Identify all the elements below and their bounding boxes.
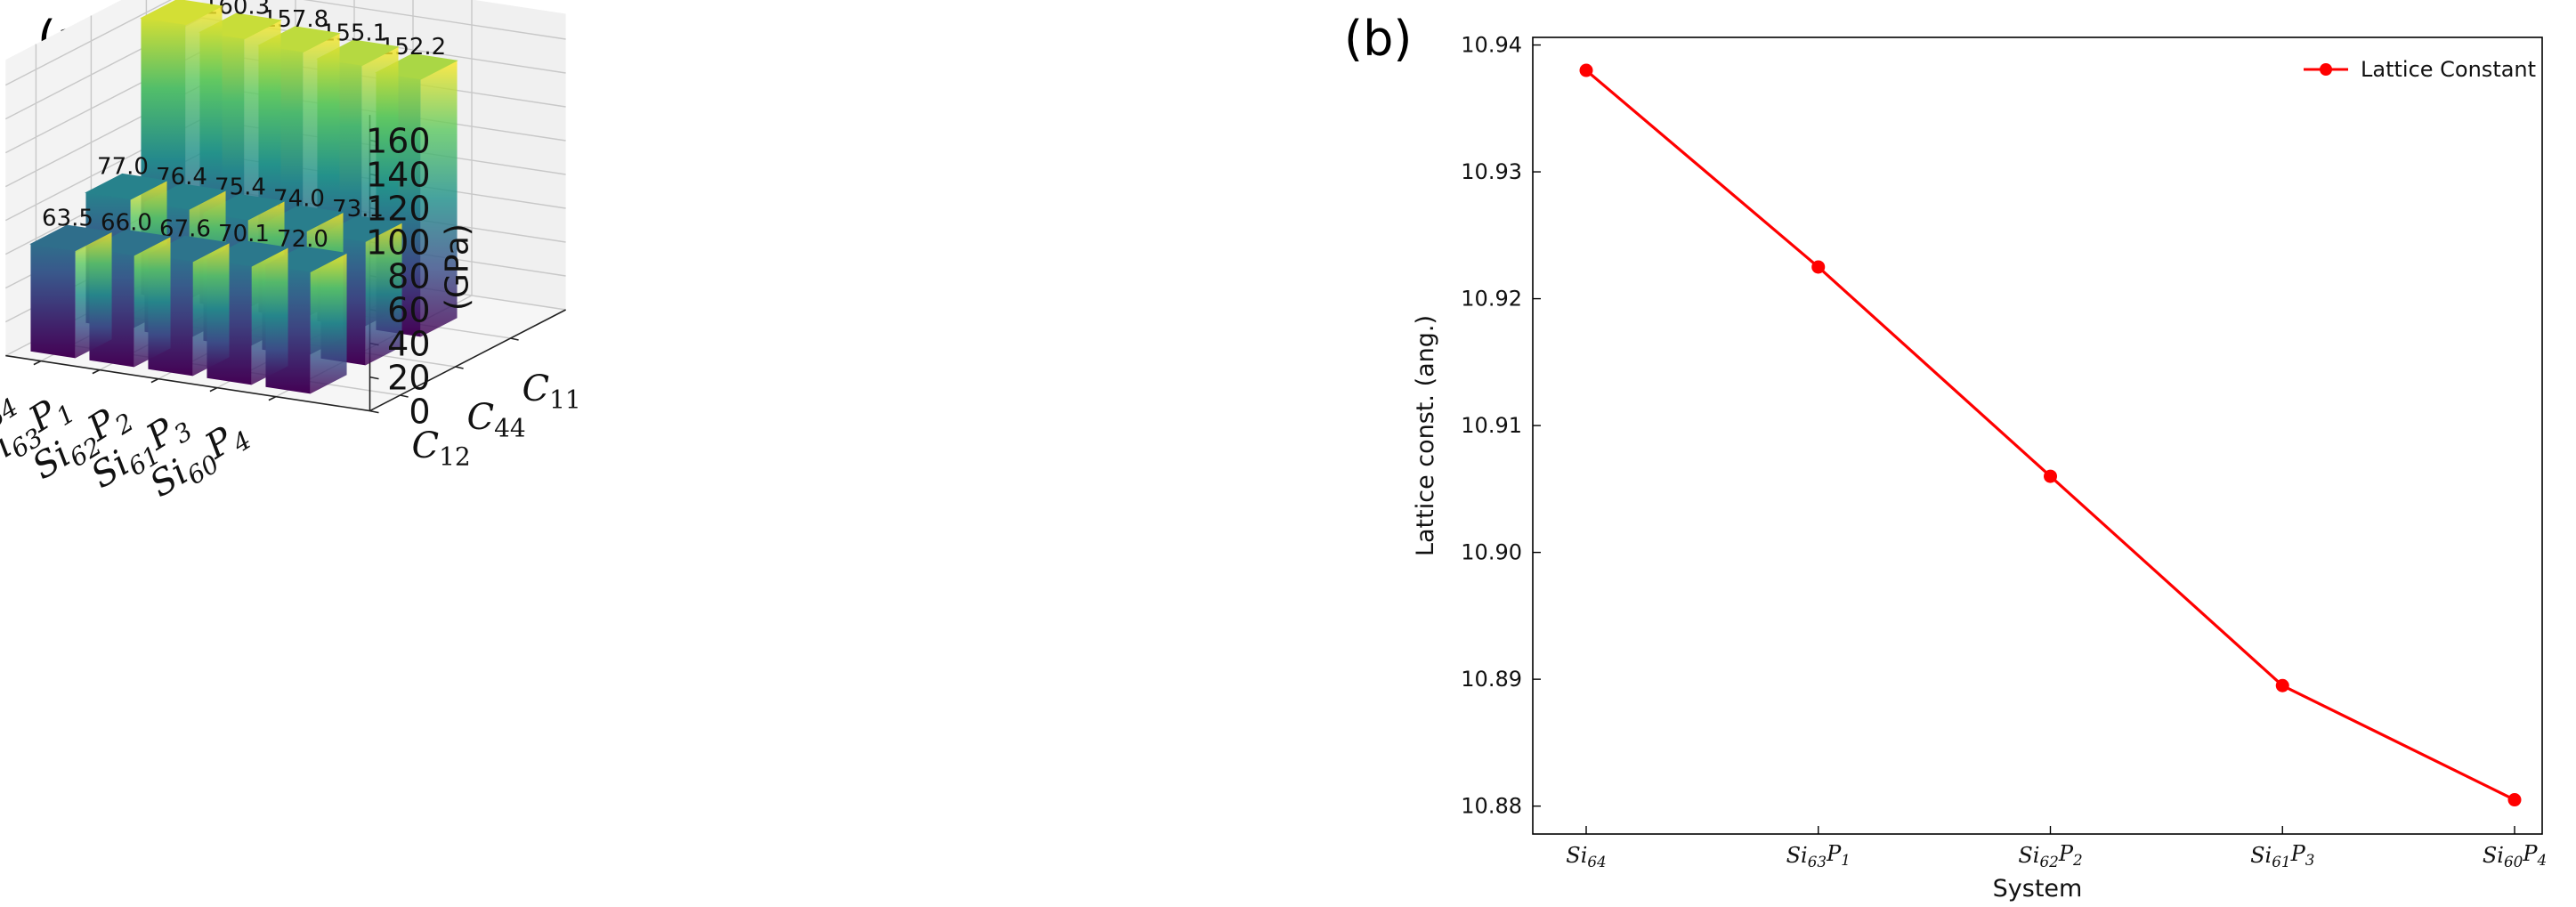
row-tick-mark xyxy=(455,366,464,369)
row-tick-label-C11: C11 xyxy=(522,368,580,414)
bar-side-face xyxy=(251,247,288,385)
line-axis-ticks: 10.88 10.89 10.90 10.91 10.92 10.93 10.94 Si64 S… xyxy=(1461,33,2547,871)
category-tick-mark xyxy=(150,377,159,384)
x-tick-label-Si60P4: Si60P4 xyxy=(2483,841,2547,871)
panel-b-label: (b) xyxy=(1344,11,1412,67)
bar-side-face xyxy=(134,236,171,368)
z-gridline xyxy=(4,0,566,86)
x-tick-label-Si63P1: Si63P1 xyxy=(1786,841,1851,871)
category-tick-mark xyxy=(209,386,218,393)
row-tick-mark xyxy=(400,394,409,398)
z-axis-label: (GPa) xyxy=(440,223,476,311)
z-tick-label: 20 xyxy=(387,359,430,398)
y-tick-label: 10.94 xyxy=(1461,33,1522,58)
bar-value-label: 77.0 xyxy=(97,154,149,181)
bar-value-label: 63.5 xyxy=(42,205,93,231)
y-tick-label: 10.91 xyxy=(1461,413,1522,438)
x-axis-label: System xyxy=(1993,875,2083,903)
z-tick-label: 140 xyxy=(366,156,431,195)
bar3d-chart: 152.2155.1157.8160.3163.473.174.075.476.… xyxy=(0,0,581,506)
row-tick-mark xyxy=(510,337,519,341)
bar3d-bars: 152.2155.1157.8160.3163.473.174.075.476.… xyxy=(29,0,458,394)
bar-side-face xyxy=(420,61,458,337)
bar-front-face xyxy=(30,244,76,359)
row-axis-line xyxy=(369,309,566,412)
line-series xyxy=(1579,63,2522,807)
bar-C12-Si64: 63.5 xyxy=(29,205,113,359)
bar-side-face xyxy=(75,231,112,359)
x-tick-label-Si64: Si64 xyxy=(1566,843,1606,871)
category-tick-mark xyxy=(92,368,101,375)
bar-side-face xyxy=(192,242,230,377)
z-tick-mark xyxy=(369,409,379,414)
series-line-lattice-constant xyxy=(1584,69,2515,801)
y-axis-label: Lattice const. (ang.) xyxy=(1412,315,1439,556)
data-point-Si63P1 xyxy=(1811,260,1826,274)
row-tick-label-C12: C12 xyxy=(411,425,470,471)
z-tick-label: 100 xyxy=(366,223,431,263)
category-tick-mark xyxy=(268,395,277,401)
x-tick-label-Si61P3: Si61P3 xyxy=(2250,841,2314,871)
legend: Lattice Constant xyxy=(2304,57,2536,82)
y-tick-label: 10.93 xyxy=(1461,159,1522,184)
z-tick-label: 120 xyxy=(366,190,431,229)
z-tick-mark xyxy=(369,376,379,380)
z-tick-label: 0 xyxy=(409,393,430,432)
y-tick-label: 10.92 xyxy=(1461,287,1522,312)
bar-C12-Si62P2: 67.6 xyxy=(147,216,231,377)
y-tick-label: 10.90 xyxy=(1461,540,1522,565)
y-tick-label: 10.88 xyxy=(1461,794,1522,819)
bar-value-label: 163.4 xyxy=(145,0,211,6)
x-tick-label-Si62P2: Si62P2 xyxy=(2018,841,2082,871)
category-tick-mark xyxy=(33,360,42,366)
bar-side-face xyxy=(310,253,347,394)
data-point-Si62P2 xyxy=(2044,469,2057,483)
z-tick-label: 160 xyxy=(366,122,431,161)
data-point-Si64 xyxy=(1579,63,1593,77)
line-chart: 10.88 10.89 10.90 10.91 10.92 10.93 10.94 Si64 S… xyxy=(1412,33,2547,903)
y-tick-label: 10.89 xyxy=(1461,667,1522,692)
z-tick-label: 40 xyxy=(387,325,430,364)
legend-marker xyxy=(2320,63,2332,76)
legend-label: Lattice Constant xyxy=(2361,57,2536,82)
data-point-Si61P3 xyxy=(2275,678,2289,692)
category-axis-line xyxy=(5,354,370,412)
z-tick-label: 80 xyxy=(387,257,430,296)
row-tick-label-C44: C44 xyxy=(466,397,525,442)
z-tick-label: 60 xyxy=(387,291,430,330)
plot-frame xyxy=(1532,36,2543,835)
bar-side-face xyxy=(365,223,402,366)
data-point-Si60P4 xyxy=(2507,793,2522,807)
